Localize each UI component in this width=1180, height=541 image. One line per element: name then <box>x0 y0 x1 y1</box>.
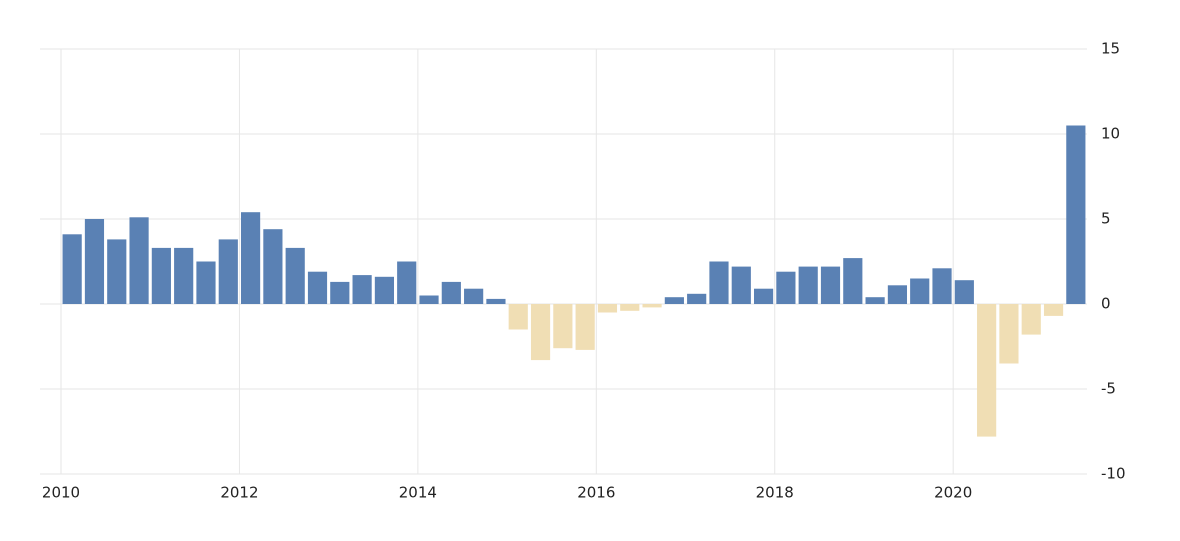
bar <box>999 304 1019 364</box>
bar <box>441 281 461 304</box>
bar <box>174 247 194 304</box>
bar <box>486 298 506 304</box>
x-tick-label: 2012 <box>220 484 258 502</box>
bar <box>397 261 417 304</box>
bar <box>84 219 105 304</box>
bar <box>1021 304 1041 335</box>
y-tick-label: 0 <box>1101 295 1111 313</box>
bar <box>530 304 551 361</box>
y-tick-label: -10 <box>1101 465 1126 483</box>
bar <box>642 304 662 308</box>
bar <box>820 266 841 304</box>
bar <box>597 304 618 313</box>
bar <box>843 258 863 304</box>
bar <box>798 266 818 304</box>
bar <box>129 217 149 304</box>
bar <box>285 247 305 304</box>
bar <box>1043 304 1064 316</box>
bar <box>687 293 707 304</box>
x-tick-label: 2018 <box>756 484 794 502</box>
bar <box>307 271 328 304</box>
bar <box>776 271 796 304</box>
bar <box>887 285 908 304</box>
bar <box>620 304 640 311</box>
bar <box>575 304 595 350</box>
bar <box>977 304 997 437</box>
bar <box>508 304 528 330</box>
bar <box>374 276 395 304</box>
bar <box>932 268 952 304</box>
y-tick-label: -5 <box>1101 380 1116 398</box>
bar <box>352 275 372 304</box>
bar <box>1066 125 1086 304</box>
y-tick-label: 15 <box>1101 40 1120 58</box>
bar <box>218 239 238 304</box>
bar <box>954 280 974 304</box>
x-tick-label: 2014 <box>399 484 437 502</box>
x-tick-label: 2010 <box>42 484 80 502</box>
bar <box>62 234 82 304</box>
bar <box>910 278 930 304</box>
bar <box>553 304 573 349</box>
bar <box>419 295 439 304</box>
y-tick-label: 5 <box>1101 210 1111 228</box>
bar <box>151 247 171 304</box>
bar <box>330 281 350 304</box>
bar <box>664 297 684 304</box>
bar <box>107 239 127 304</box>
y-tick-label: 10 <box>1101 125 1120 143</box>
bar <box>240 212 261 304</box>
bar <box>731 266 751 304</box>
bar <box>263 229 283 304</box>
x-tick-label: 2020 <box>934 484 972 502</box>
x-tick-label: 2016 <box>577 484 615 502</box>
bar <box>709 261 729 304</box>
bar <box>464 288 484 304</box>
bar <box>753 288 774 304</box>
bar <box>196 261 216 304</box>
bar <box>865 297 885 304</box>
